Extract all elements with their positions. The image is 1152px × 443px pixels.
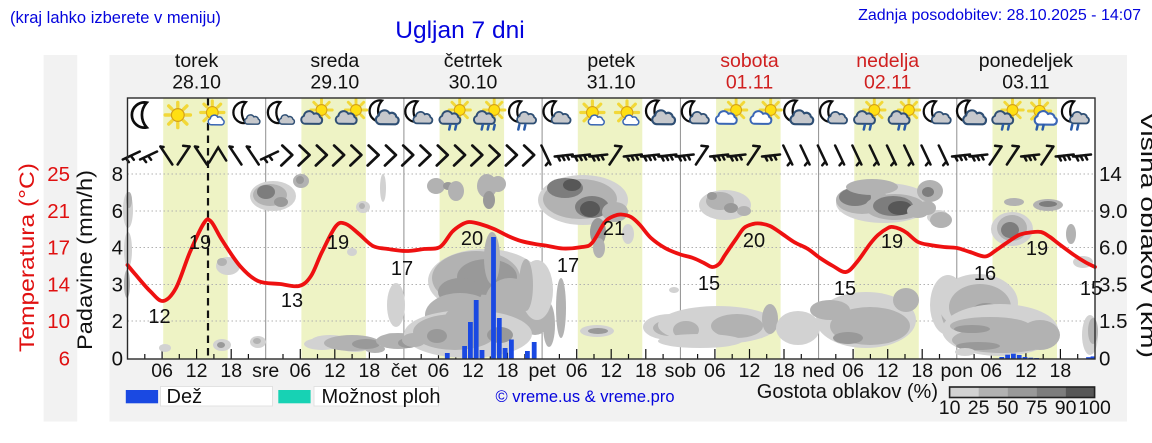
svg-text:Temperatura (°C): Temperatura (°C) <box>16 163 39 352</box>
svg-text:12: 12 <box>324 360 346 382</box>
svg-text:18: 18 <box>359 360 381 382</box>
svg-text:12: 12 <box>1015 360 1037 382</box>
svg-text:0: 0 <box>112 348 123 371</box>
svg-text:28.10: 28.10 <box>172 72 221 94</box>
svg-text:02.11: 02.11 <box>864 72 911 94</box>
svg-text:sre: sre <box>252 360 279 382</box>
svg-text:13: 13 <box>281 290 303 312</box>
svg-text:21: 21 <box>47 200 70 223</box>
svg-text:15: 15 <box>834 278 856 300</box>
svg-text:19: 19 <box>881 231 903 253</box>
svg-text:čet: čet <box>391 360 418 382</box>
svg-text:25: 25 <box>47 163 70 186</box>
svg-text:6: 6 <box>112 200 123 223</box>
svg-text:nedelja: nedelja <box>856 50 919 72</box>
svg-text:31.10: 31.10 <box>587 72 636 94</box>
svg-text:18: 18 <box>497 360 519 382</box>
svg-text:25: 25 <box>968 397 990 419</box>
svg-text:Možnost ploh: Možnost ploh <box>322 386 441 408</box>
svg-text:Dež: Dež <box>167 386 203 408</box>
svg-text:75: 75 <box>1026 397 1048 419</box>
svg-text:17: 17 <box>391 258 413 280</box>
svg-text:Gostota oblakov (%): Gostota oblakov (%) <box>757 381 938 403</box>
svg-text:20: 20 <box>743 230 765 252</box>
svg-text:0: 0 <box>1099 348 1110 371</box>
svg-text:sob: sob <box>665 360 697 382</box>
svg-text:18: 18 <box>1050 360 1072 382</box>
svg-text:19: 19 <box>327 232 349 254</box>
svg-text:(kraj lahko izberete v meniju): (kraj lahko izberete v meniju) <box>10 9 221 27</box>
svg-text:18: 18 <box>635 360 657 382</box>
svg-text:19: 19 <box>1026 238 1048 260</box>
svg-text:8: 8 <box>112 163 123 186</box>
svg-text:100: 100 <box>1078 397 1111 419</box>
svg-text:50: 50 <box>997 397 1019 419</box>
svg-text:12: 12 <box>462 360 484 382</box>
svg-text:17: 17 <box>557 255 579 277</box>
svg-text:29.10: 29.10 <box>310 72 359 94</box>
svg-text:19: 19 <box>189 232 211 254</box>
svg-text:3.5: 3.5 <box>1099 274 1128 297</box>
svg-text:06: 06 <box>151 360 173 382</box>
svg-text:17: 17 <box>47 237 70 260</box>
svg-text:© vreme.us & vreme.pro: © vreme.us & vreme.pro <box>495 388 674 406</box>
svg-text:06: 06 <box>566 360 588 382</box>
svg-text:12: 12 <box>877 360 899 382</box>
svg-text:14: 14 <box>1099 163 1122 186</box>
svg-text:6.0: 6.0 <box>1099 237 1128 260</box>
svg-text:10: 10 <box>939 397 961 419</box>
svg-text:četrtek: četrtek <box>444 50 503 72</box>
svg-text:10: 10 <box>47 310 70 333</box>
svg-text:01.11: 01.11 <box>726 72 773 94</box>
svg-text:20: 20 <box>461 228 483 250</box>
svg-text:30.10: 30.10 <box>449 72 498 94</box>
svg-text:21: 21 <box>603 218 625 240</box>
svg-text:12: 12 <box>148 306 170 328</box>
svg-text:15: 15 <box>698 273 720 295</box>
svg-text:18: 18 <box>220 360 242 382</box>
svg-text:18: 18 <box>773 360 795 382</box>
svg-text:12: 12 <box>186 360 208 382</box>
svg-text:Ugljan 7 dni: Ugljan 7 dni <box>395 17 524 44</box>
svg-text:Padavine (mm/h): Padavine (mm/h) <box>74 170 97 350</box>
svg-text:06: 06 <box>428 360 450 382</box>
svg-text:12: 12 <box>600 360 622 382</box>
svg-text:petek: petek <box>587 50 635 72</box>
svg-text:90: 90 <box>1055 397 1077 419</box>
svg-text:4: 4 <box>112 237 123 260</box>
svg-text:sreda: sreda <box>310 50 359 72</box>
svg-text:06: 06 <box>704 360 726 382</box>
svg-text:torek: torek <box>175 50 219 72</box>
svg-text:Zadnja posodobitev: 28.10.2025: Zadnja posodobitev: 28.10.2025 - 14:07 <box>858 7 1141 24</box>
svg-text:12: 12 <box>739 360 761 382</box>
svg-text:16: 16 <box>974 263 996 285</box>
svg-text:pet: pet <box>529 360 557 382</box>
svg-text:2: 2 <box>112 310 123 333</box>
svg-text:06: 06 <box>980 360 1002 382</box>
svg-text:14: 14 <box>47 274 70 297</box>
svg-text:1.5: 1.5 <box>1099 310 1128 333</box>
svg-text:Višina oblakov (km): Višina oblakov (km) <box>1136 112 1152 358</box>
svg-text:ned: ned <box>802 360 835 382</box>
svg-text:15: 15 <box>1080 278 1102 300</box>
svg-text:6: 6 <box>59 348 70 371</box>
svg-text:06: 06 <box>842 360 864 382</box>
svg-text:06: 06 <box>289 360 311 382</box>
svg-text:03.11: 03.11 <box>1002 72 1049 94</box>
svg-text:sobota: sobota <box>720 50 779 72</box>
svg-text:ponedeljek: ponedeljek <box>979 50 1074 72</box>
svg-text:pon: pon <box>941 360 974 382</box>
svg-text:18: 18 <box>911 360 933 382</box>
svg-text:3: 3 <box>112 274 123 297</box>
svg-text:9.0: 9.0 <box>1099 200 1128 223</box>
